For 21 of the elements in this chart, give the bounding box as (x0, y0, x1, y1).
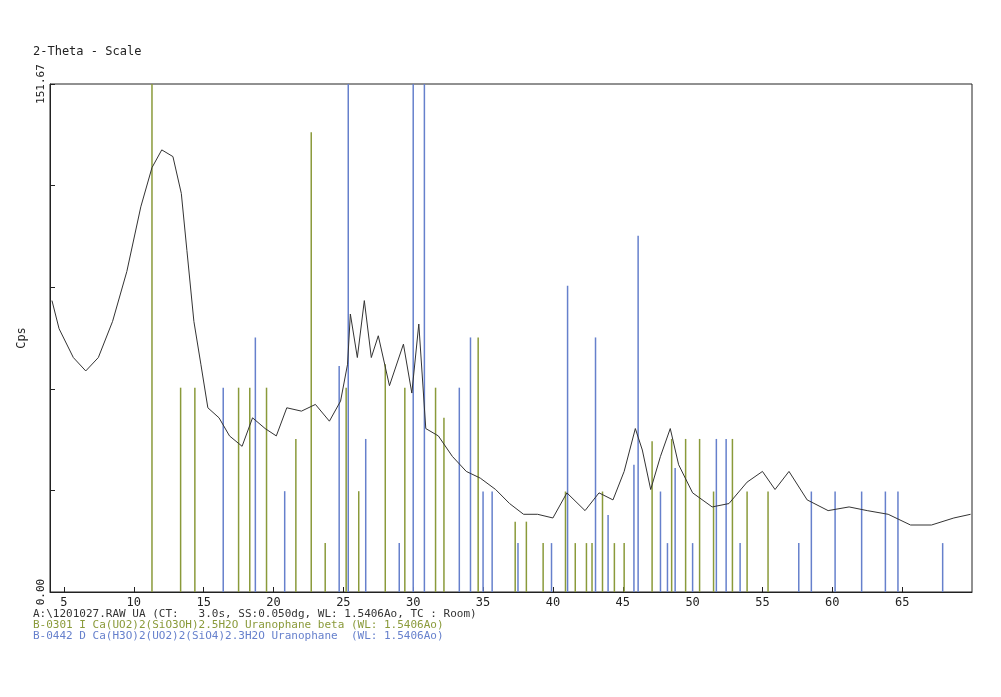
x-tick-label: 25 (336, 595, 351, 609)
text: A:\1201027.RAW UA (CT: 3.0s, SS:0.050dg, WL: 1.5406Ao, TC : Room) (33, 607, 477, 620)
text: B-0301 I Ca(UO2)2(SiO3OH)2.5H2O Uranophane beta (WL: 1.5406Ao) (33, 618, 444, 631)
x-tick-label: 65 (894, 595, 910, 609)
x-tick-label: 10 (126, 595, 142, 609)
x-tick-label: 5 (60, 595, 68, 609)
x-tick-label: 20 (266, 595, 281, 609)
x-tick-label: 60 (825, 595, 840, 609)
chart-title: 2-Theta - Scale (33, 44, 142, 58)
x-tick-label: 35 (475, 595, 491, 609)
x-tick-label: 30 (405, 595, 421, 609)
x-tick-label: 55 (755, 595, 770, 609)
text: B-0442 D Ca(H3O)2(UO2)2(SiO4)2.3H2O Uranophane (WL: 1.5406Ao) (33, 629, 444, 642)
x-tick-label: 15 (196, 595, 211, 609)
x-tick-label: 40 (545, 595, 561, 609)
y-tick-label: 0.00 (34, 578, 47, 606)
line-series (51, 149, 972, 526)
x-tick-label: 45 (615, 595, 630, 609)
y-tick-label: 151.67 (34, 64, 47, 104)
x-tick-label: 50 (685, 595, 700, 609)
y-axis-title: Cps (14, 327, 29, 349)
